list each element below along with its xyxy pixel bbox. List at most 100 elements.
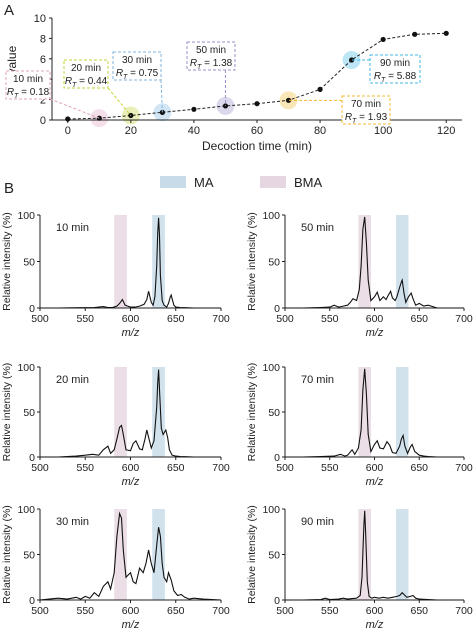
annotation: 70 min RT = 1.93 (288, 95, 391, 125)
annotation-time: 10 min (13, 74, 43, 85)
x-tick-label: 80 (314, 125, 326, 137)
y-tick-label: 0 (40, 115, 46, 127)
x-axis-label: m/z (122, 327, 140, 339)
x-tick-label: 500 (31, 605, 49, 617)
annotation: 90 min RT = 5.88 (351, 54, 421, 84)
annotation-box (63, 59, 109, 89)
x-tick-label: 550 (76, 605, 94, 617)
data-point (443, 30, 449, 36)
data-point (380, 36, 386, 43)
band-ma (152, 367, 165, 457)
spectrum-3: 500 550 600 650 700 0 50 100 m/z Relative intensi… (1, 362, 230, 488)
annotation-time: 70 min (351, 99, 381, 110)
x-tick-label: 60 (251, 125, 263, 137)
y-tick-label: 0 (274, 452, 280, 464)
x-tick-label: 100 (374, 125, 392, 137)
y-axis-label-group: Relative intensity (%) (246, 505, 258, 604)
x-tick-label: 700 (212, 313, 230, 325)
annotation-box (369, 54, 421, 84)
annotation: 30 min RT = 0.75 (112, 51, 163, 113)
x-tick-label: 600 (366, 605, 384, 617)
band-bma (114, 509, 127, 600)
annotation-connector (160, 79, 163, 113)
annotation-connector (49, 98, 100, 119)
x-tick-label: 700 (455, 313, 473, 325)
y-tick-label: 50 (23, 407, 35, 419)
y-tick-label: 50 (268, 550, 280, 562)
x-tick-label: 700 (455, 605, 473, 617)
x-tick-label: 700 (455, 462, 473, 474)
x-tick-label: 0 (65, 125, 71, 137)
annotation: 50 min RT = 1.38 (186, 41, 236, 106)
x-tick-label: 650 (410, 313, 428, 325)
x-tick-label: 500 (276, 605, 294, 617)
annotation-value: RT = 5.88 (374, 71, 417, 84)
x-tick-label: 600 (366, 313, 384, 325)
y-axis-label-group: Relative intensity (%) (1, 212, 13, 311)
spectrum-line (39, 511, 222, 601)
data-point (317, 86, 323, 92)
y-axis-label: Relative intensity (%) (1, 505, 13, 604)
x-tick-label: 600 (122, 462, 140, 474)
y-tick-label: 0 (274, 303, 280, 315)
x-tick-label: 550 (321, 605, 339, 617)
spectrum-title: 30 min (56, 516, 89, 528)
band-ma (395, 509, 409, 600)
y-tick-label: 6 (40, 54, 46, 66)
x-tick-label: 600 (122, 605, 140, 617)
x-tick-label: 500 (276, 313, 294, 325)
spectrum-title: 90 min (301, 516, 334, 528)
annotation-box (112, 51, 162, 81)
x-tick-label: 700 (212, 462, 230, 474)
y-tick-label: 100 (262, 210, 280, 222)
data-point (191, 106, 197, 112)
data-point (412, 31, 418, 37)
y-tick-label: 100 (262, 362, 280, 374)
band-ma (395, 215, 409, 308)
spectrum-line (40, 369, 221, 458)
data-point (349, 57, 355, 63)
x-tick-label: 20 (125, 125, 137, 137)
annotation-value: RT = 1.38 (190, 58, 233, 71)
x-tick-label: 550 (76, 462, 94, 474)
data-point (285, 97, 292, 103)
x-tick-label: 700 (212, 605, 230, 617)
legend-swatch-bma (260, 176, 286, 188)
x-tick-label: 650 (167, 605, 185, 617)
x-axis-label: Decoction time (min) (202, 139, 312, 153)
x-tick-label: 40 (188, 125, 200, 137)
spectrum-title: 70 min (301, 374, 334, 386)
spectrum-line (285, 368, 464, 458)
y-tick-label: 2 (40, 95, 46, 107)
band-bma (114, 215, 127, 308)
annotation-box (341, 95, 391, 125)
annotation-time: 90 min (380, 58, 410, 69)
spectrum-4: 500 550 600 650 700 0 50 100 m/z Relative intensi… (246, 362, 473, 488)
x-tick-label: 650 (410, 605, 428, 617)
spectrum-line (285, 216, 464, 309)
y-tick-label: 8 (40, 33, 46, 45)
x-tick-label: 500 (31, 313, 49, 325)
y-tick-label: 100 (17, 210, 35, 222)
y-axis-label: Relative intensity (%) (246, 363, 258, 462)
x-tick-label: 600 (122, 313, 140, 325)
annotation-time: 30 min (122, 55, 152, 66)
y-axis-label: Relative intensity (%) (246, 212, 258, 311)
spectrum-6: 500 550 600 650 700 0 50 100 m/z Relative intensi… (246, 504, 473, 631)
panel-label-b: B (4, 180, 14, 197)
spectrum-line (40, 217, 221, 309)
spectrum-title: 50 min (301, 222, 334, 234)
x-tick-label: 500 (31, 462, 49, 474)
band-bma (358, 509, 371, 600)
y-tick-label: 0 (29, 595, 35, 607)
y-axis-label: Relative intensity (%) (1, 212, 13, 311)
annotation-value: RT = 0.44 (65, 76, 108, 89)
band-bma (358, 367, 371, 457)
y-tick-label: 0 (29, 452, 35, 464)
legend-label-ma: MA (194, 175, 214, 190)
annotation-box (186, 41, 236, 71)
y-tick-label: 10 (34, 13, 46, 25)
annotation-time: 20 min (71, 63, 101, 74)
x-tick-label: 650 (410, 462, 428, 474)
